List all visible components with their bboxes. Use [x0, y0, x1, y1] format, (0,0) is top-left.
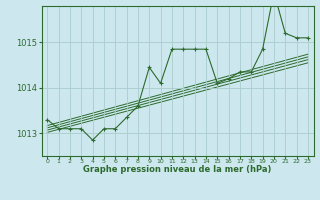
X-axis label: Graphe pression niveau de la mer (hPa): Graphe pression niveau de la mer (hPa)	[84, 165, 272, 174]
